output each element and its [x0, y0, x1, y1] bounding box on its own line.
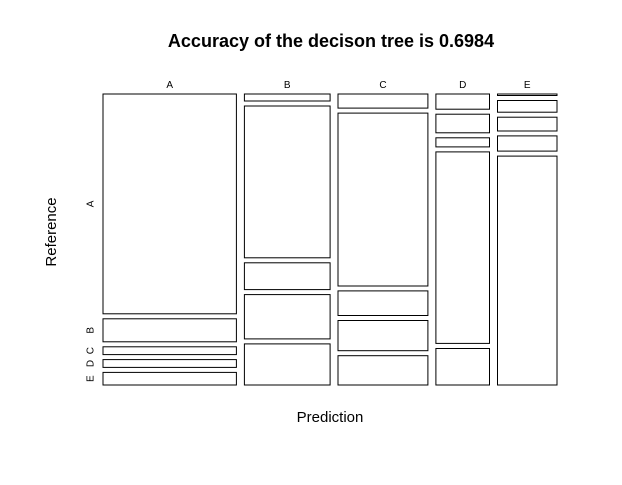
mosaic-tile — [497, 100, 558, 113]
mosaic-tile — [497, 93, 558, 96]
x-tick-labels: A B C D E — [166, 80, 531, 91]
mosaic-tile — [243, 343, 331, 386]
mosaic-tile — [102, 371, 237, 386]
y-tick-label: A — [86, 200, 97, 207]
chart-title: Accuracy of the decison tree is 0.6984 — [168, 31, 494, 51]
x-tick-label: D — [459, 80, 466, 91]
mosaic-tile — [337, 290, 429, 316]
mosaic-tile — [102, 318, 237, 343]
mosaic-tile — [102, 346, 237, 356]
mosaic-tile — [337, 112, 429, 287]
mosaic-tile — [435, 137, 490, 148]
mosaic-tile — [337, 93, 429, 109]
mosaic-tile — [243, 105, 331, 259]
x-tick-label: C — [379, 80, 386, 91]
mosaic-tile — [497, 116, 558, 132]
y-tick-label: B — [86, 327, 97, 334]
mosaic-tile — [435, 151, 490, 344]
mosaic-tile — [102, 359, 237, 368]
y-tick-label: E — [86, 375, 97, 382]
mosaic-tile — [243, 294, 331, 340]
mosaic-tile — [337, 355, 429, 386]
x-axis-label: Prediction — [297, 409, 364, 426]
y-tick-labels: A B CD E — [86, 200, 97, 382]
mosaic-tile — [497, 135, 558, 152]
mosaic-tiles — [102, 93, 558, 386]
x-tick-label: E — [524, 80, 531, 91]
mosaic-tile — [435, 113, 490, 134]
x-tick-label: B — [284, 80, 291, 91]
mosaic-tile — [497, 155, 558, 386]
mosaic-tile — [337, 320, 429, 352]
y-tick-label: C — [86, 347, 97, 354]
mosaic-tile — [243, 262, 331, 291]
mosaic-tile — [102, 93, 237, 315]
mosaic-tile — [243, 93, 331, 102]
y-axis-label: Reference — [43, 197, 60, 266]
mosaic-tile — [435, 93, 490, 110]
mosaic-tile — [435, 348, 490, 386]
y-tick-label: D — [86, 360, 97, 367]
x-tick-label: A — [166, 80, 173, 91]
